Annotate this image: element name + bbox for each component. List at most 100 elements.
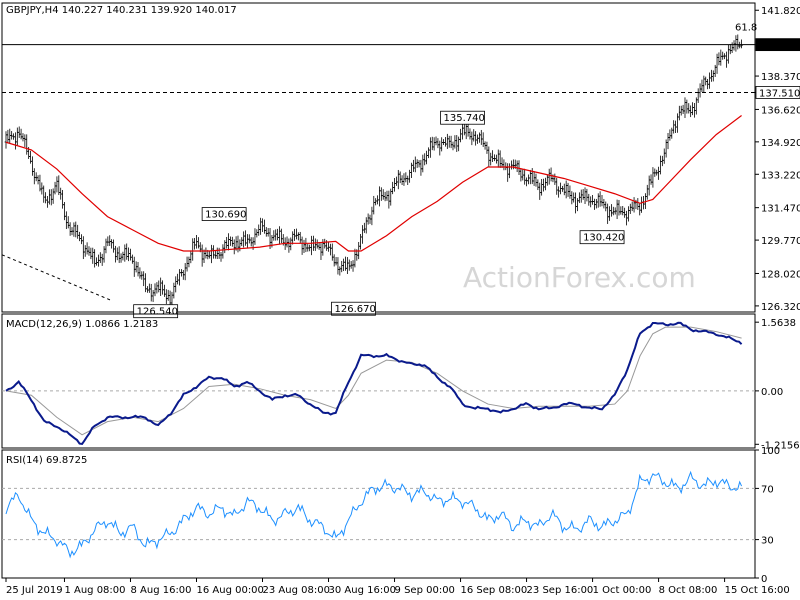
ohlc-bar: [257, 224, 261, 236]
ohlc-bar: [379, 187, 383, 201]
ohlc-bar: [630, 201, 634, 212]
ohlc-bar: [685, 99, 689, 114]
ohlc-bar: [445, 133, 449, 149]
price-tick-label: 138.370: [761, 72, 800, 83]
ohlc-bar: [645, 184, 649, 200]
ohlc-bar: [381, 189, 385, 200]
ohlc-bar: [217, 247, 221, 259]
ohlc-bar: [366, 213, 370, 225]
ohlc-bar: [362, 222, 366, 233]
price-tick-label: 133.220: [761, 170, 800, 181]
ohlc-bar: [44, 192, 48, 204]
ohlc-bar: [117, 246, 121, 263]
ohlc-bar: [594, 198, 598, 209]
ohlc-bar: [129, 248, 132, 261]
ohlc-bar: [570, 191, 574, 205]
ohlc-bar: [577, 192, 581, 204]
ohlc-bar: [104, 238, 108, 254]
ohlc-bar: [449, 135, 453, 149]
ohlc-bar: [323, 238, 327, 249]
ohlc-bar: [406, 175, 410, 186]
level-tag-label: 137.510: [759, 88, 800, 99]
ohlc-bar: [555, 177, 559, 195]
price-annotation-label: 130.690: [205, 210, 246, 221]
ohlc-bar: [491, 150, 495, 163]
ohlc-bar: [557, 186, 561, 198]
ohlc-bar: [57, 175, 61, 196]
ohlc-bar: [157, 280, 161, 293]
rsi-tick-label: 30: [761, 536, 774, 547]
ohlc-bar: [496, 149, 500, 168]
ohlc-bar: [413, 156, 417, 173]
ohlc-bar: [106, 236, 110, 247]
ohlc-bar: [670, 127, 674, 139]
ohlc-bar: [332, 254, 336, 267]
ohlc-bar: [527, 174, 530, 185]
ohlc-bar: [415, 159, 419, 168]
ohlc-bar: [89, 247, 93, 260]
ohlc-bar: [502, 159, 506, 171]
x-tick-label: 25 Jul 2019: [6, 585, 63, 596]
ohlc-bar: [474, 131, 478, 146]
ohlc-bar: [687, 103, 691, 114]
ohlc-bar: [411, 159, 415, 172]
ohlc-bar: [579, 189, 583, 203]
ohlc-bar: [523, 168, 527, 185]
ohlc-bar: [732, 40, 736, 51]
ohlc-bar: [262, 219, 266, 234]
ohlc-bar: [378, 186, 381, 207]
ohlc-bar: [300, 236, 304, 255]
price-annotation-box: [579, 230, 625, 245]
ohlc-bar: [330, 243, 334, 261]
ohlc-bar: [144, 273, 147, 293]
ohlc-bar: [100, 253, 104, 266]
ohlc-bar: [436, 138, 440, 149]
ohlc-bar: [49, 189, 53, 206]
ohlc-bar: [617, 199, 621, 216]
ohlc-bar: [259, 217, 263, 235]
ohlc-bar: [619, 206, 623, 215]
ohlc-bar: [519, 168, 523, 182]
ohlc-bar: [353, 248, 357, 268]
ohlc-bar: [29, 150, 32, 164]
ohlc-bar: [302, 239, 306, 254]
ohlc-bar: [153, 283, 157, 297]
ohlc-bar: [679, 105, 683, 116]
ohlc-bar: [404, 172, 408, 183]
ohlc-bar: [479, 129, 483, 145]
ohlc-bar: [146, 286, 149, 293]
ohlc-bar: [249, 237, 253, 247]
ohlc-bar: [672, 120, 676, 134]
ohlc-bar: [66, 216, 70, 229]
ohlc-bar: [476, 134, 479, 144]
ohlc-bar: [562, 183, 566, 196]
ohlc-bar: [432, 137, 436, 151]
main-frame: [1, 2, 756, 313]
ohlc-bar: [51, 188, 55, 204]
ohlc-bar: [8, 128, 12, 144]
ohlc-bar: [187, 256, 191, 268]
ohlc-bar: [81, 236, 85, 260]
ohlc-bar: [219, 252, 223, 262]
rsi-frame: [1, 449, 756, 579]
ohlc-bar: [440, 137, 444, 152]
ohlc-bar: [515, 160, 519, 173]
ohlc-bar: [276, 228, 279, 241]
macd-tick-label: -1.2156: [761, 440, 800, 451]
ohlc-bar: [261, 218, 264, 233]
ohlc-bar: [715, 53, 719, 74]
ohlc-bar: [393, 178, 396, 192]
ohlc-bar: [6, 129, 10, 144]
ohlc-bar: [461, 123, 464, 140]
ohlc-bar: [83, 245, 87, 257]
price-tick-label: 131.470: [761, 204, 800, 215]
macd-frame: [1, 313, 756, 449]
ohlc-bar: [31, 156, 34, 176]
ohlc-bar: [47, 189, 51, 205]
ohlc-bar: [223, 240, 227, 254]
ohlc-bar: [95, 257, 98, 266]
ohlc-bar: [640, 196, 644, 213]
ohlc-bar: [155, 282, 159, 294]
level-tag-box: [755, 38, 800, 52]
